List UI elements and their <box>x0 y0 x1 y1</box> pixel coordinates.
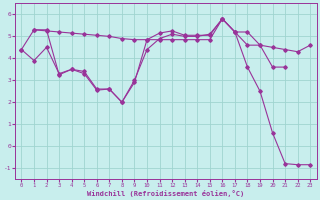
X-axis label: Windchill (Refroidissement éolien,°C): Windchill (Refroidissement éolien,°C) <box>87 190 244 197</box>
